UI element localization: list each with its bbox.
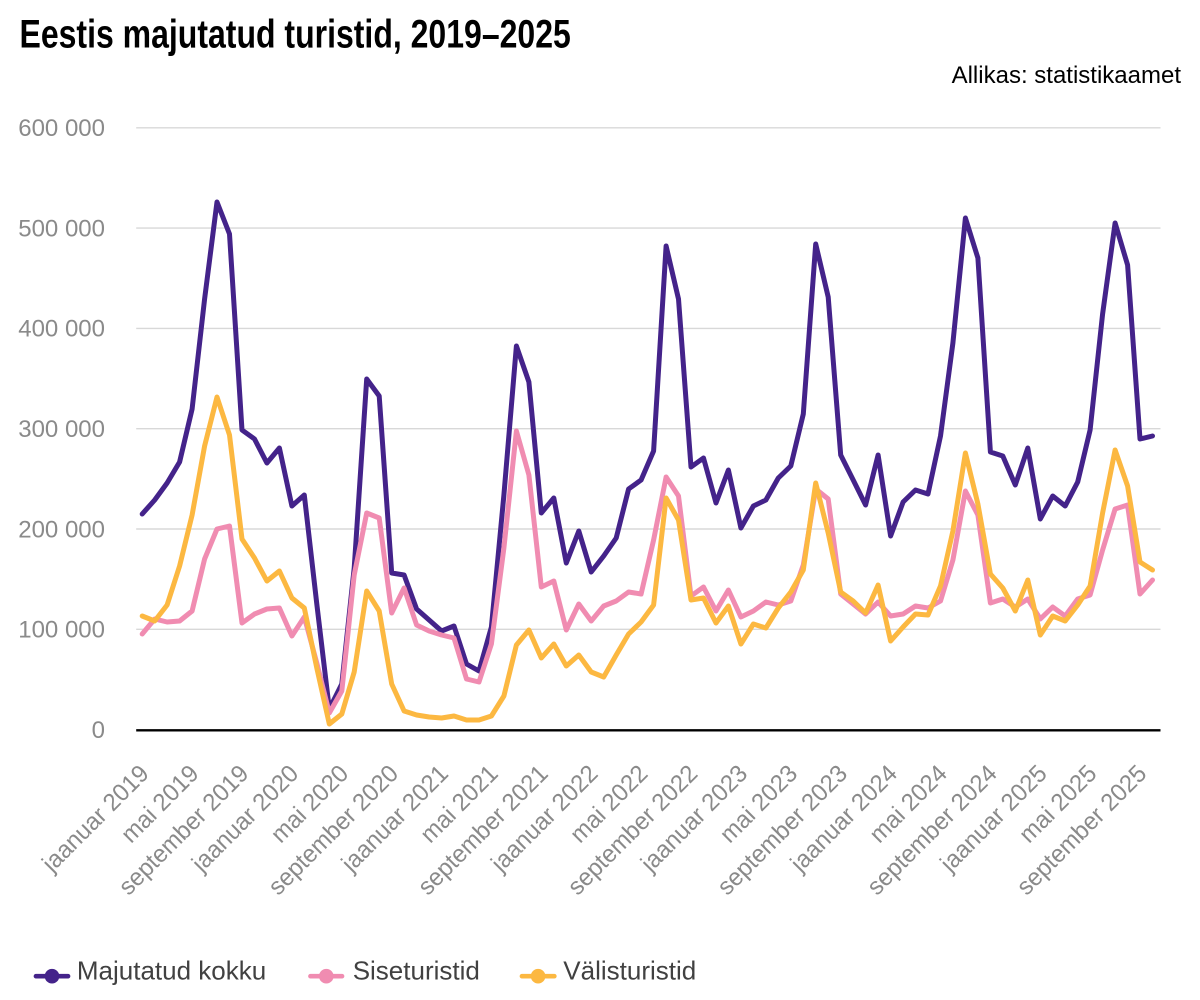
- svg-text:400 000: 400 000: [18, 316, 105, 343]
- svg-text:100 000: 100 000: [18, 617, 105, 644]
- svg-text:200 000: 200 000: [18, 516, 105, 543]
- svg-text:Välisturistid: Välisturistid: [563, 955, 696, 985]
- svg-text:300 000: 300 000: [18, 416, 105, 443]
- svg-text:Majutatud kokku: Majutatud kokku: [77, 955, 266, 985]
- svg-text:Allikas: statistikaamet: Allikas: statistikaamet: [952, 62, 1182, 89]
- svg-text:500 000: 500 000: [18, 215, 105, 242]
- svg-text:0: 0: [92, 717, 105, 744]
- svg-text:Siseturistid: Siseturistid: [353, 955, 480, 985]
- svg-text:Eestis majutatud turistid, 201: Eestis majutatud turistid, 2019–2025: [20, 11, 571, 56]
- svg-text:600 000: 600 000: [18, 115, 105, 142]
